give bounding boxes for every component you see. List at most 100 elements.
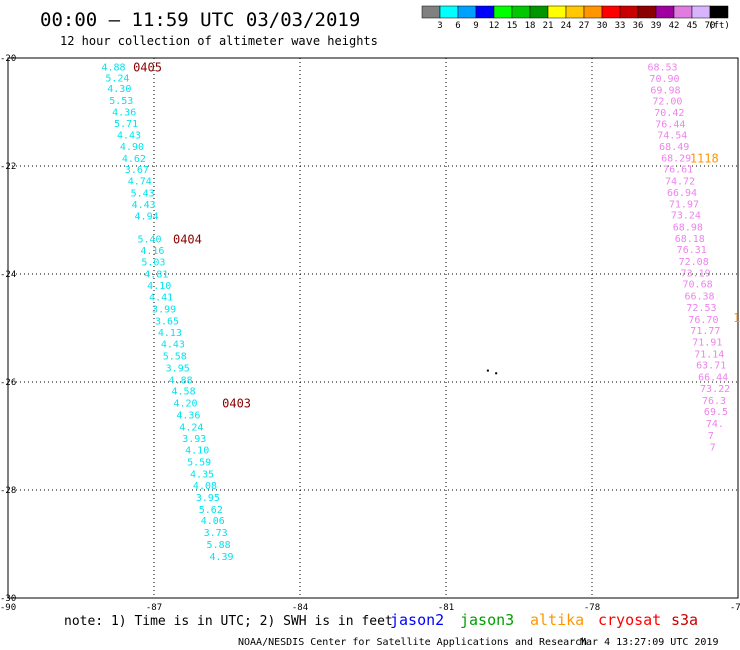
wave-height-value: 71.91 bbox=[692, 338, 722, 349]
colorbar-swatch bbox=[475, 5, 495, 19]
wave-height-value: 4.81 bbox=[144, 269, 168, 280]
wave-height-value: 71.77 bbox=[690, 326, 720, 337]
colorbar-swatch bbox=[691, 5, 711, 19]
black-dot-mark bbox=[495, 372, 498, 375]
wave-height-value: 4.58 bbox=[172, 387, 196, 398]
track-0: 4.885.244.305.534.365.714.434.904.623.67… bbox=[101, 63, 233, 563]
altimeter-tracks: 4.885.244.305.534.365.714.434.904.623.67… bbox=[101, 63, 730, 563]
colorbar-swatch bbox=[547, 5, 567, 19]
footer-timestamp: Mar 4 13:27:09 UTC 2019 bbox=[580, 637, 718, 648]
colorbar-label: 30 bbox=[597, 21, 608, 31]
track-1: 68.5370.9069.9872.0070.4276.4474.5468.49… bbox=[647, 63, 730, 454]
wave-height-value: 73.19 bbox=[681, 268, 711, 279]
colorbar-label: 70 bbox=[705, 21, 716, 31]
y-tick-label: -24 bbox=[0, 270, 16, 280]
chart-title: 00:00 – 11:59 UTC 03/03/2019 bbox=[40, 9, 360, 31]
x-tick-label: -84 bbox=[292, 603, 308, 613]
wave-height-value: 76.70 bbox=[688, 315, 718, 326]
satellite-legend: jason2 jason3 altika cryosat s3a bbox=[390, 611, 698, 629]
wave-height-value: 5.58 bbox=[163, 352, 187, 363]
plot-frame bbox=[7, 57, 739, 599]
wave-height-value: 4.36 bbox=[112, 107, 136, 118]
wave-height-value: 5.24 bbox=[105, 73, 129, 84]
wave-height-value: 71.97 bbox=[669, 199, 699, 210]
wave-height-value: 4.62 bbox=[122, 154, 146, 165]
wave-height-value: 70.42 bbox=[654, 108, 684, 119]
wave-height-value: 68.18 bbox=[675, 234, 705, 245]
y-tick-label: -30 bbox=[0, 594, 16, 604]
wave-height-value: 74. bbox=[706, 419, 724, 430]
wave-height-value: 68.53 bbox=[647, 63, 677, 74]
wave-height-value: 66.94 bbox=[667, 188, 697, 199]
colorbar-label: 27 bbox=[579, 21, 590, 31]
wave-height-value: 4.20 bbox=[173, 399, 197, 410]
x-tick-label: -87 bbox=[146, 603, 162, 613]
wave-height-value: 5.59 bbox=[187, 457, 211, 468]
x-tick-label: -75 bbox=[730, 603, 740, 613]
satellite-legend-s3a: s3a bbox=[671, 611, 698, 629]
time-label: 0403 bbox=[222, 397, 251, 411]
wave-height-value: 4.35 bbox=[190, 469, 214, 480]
colorbar-label: 36 bbox=[633, 21, 644, 31]
land-marks bbox=[486, 369, 498, 375]
wave-height-value: 73.22 bbox=[700, 384, 730, 395]
wave-height-value: 66.44 bbox=[698, 373, 728, 384]
x-tick-label: -90 bbox=[0, 603, 16, 613]
colorbar-swatch bbox=[601, 5, 621, 19]
satellite-legend-cryosat: cryosat bbox=[598, 611, 661, 629]
wave-height-value: 5.53 bbox=[109, 96, 133, 107]
wave-height-value: 73.24 bbox=[671, 211, 701, 222]
colorbar-swatch bbox=[493, 5, 513, 19]
wave-height-value: 4.88 bbox=[101, 63, 125, 74]
x-tick-label: -78 bbox=[584, 603, 600, 613]
wave-height-value: 69.5 bbox=[704, 407, 728, 418]
colorbar-label: 33 bbox=[615, 21, 626, 31]
wave-height-value: 76.61 bbox=[663, 165, 693, 176]
colorbar-label: 24 bbox=[561, 21, 572, 31]
track-time-labels: 0405 0404 0403 1118 1 bbox=[133, 61, 740, 411]
wave-height-value: 4.39 bbox=[209, 552, 233, 563]
colorbar-label: 6 bbox=[455, 21, 460, 31]
colorbar-swatch bbox=[421, 5, 441, 19]
wave-height-value: 4.13 bbox=[158, 328, 182, 339]
wave-height-value: 70.68 bbox=[683, 280, 713, 291]
wave-height-value: 74.72 bbox=[665, 177, 695, 188]
wave-height-value: 4.94 bbox=[135, 212, 159, 223]
colorbar-swatch bbox=[673, 5, 693, 19]
colorbar-label: 45 bbox=[687, 21, 698, 31]
wave-height-value: 74.54 bbox=[657, 131, 687, 142]
wave-height-value: 5.88 bbox=[207, 540, 231, 551]
wave-height-value: 4.74 bbox=[128, 177, 152, 188]
colorbar-unit: (ft) bbox=[708, 21, 730, 31]
colorbar-label: 39 bbox=[651, 21, 662, 31]
wave-height-value: 4.36 bbox=[176, 410, 200, 421]
footer-credit: NOAA/NESDIS Center for Satellite Applica… bbox=[238, 637, 587, 648]
wave-height-value: 7 bbox=[708, 431, 714, 442]
wave-height-value: 72.53 bbox=[686, 303, 716, 314]
wave-height-value: 68.29 bbox=[661, 153, 691, 164]
wave-height-value: 5.40 bbox=[137, 234, 161, 245]
wave-height-value: 3.65 bbox=[155, 316, 179, 327]
colorbar-label: 3 bbox=[437, 21, 442, 31]
satellite-legend-jason2: jason2 bbox=[390, 611, 444, 629]
colorbar-swatch bbox=[619, 5, 639, 19]
x-tick-label: -81 bbox=[438, 603, 454, 613]
wave-height-value: 4.16 bbox=[140, 246, 164, 257]
colorbar-swatch bbox=[457, 5, 477, 19]
wave-height-value: 68.98 bbox=[673, 222, 703, 233]
wave-height-value: 3.73 bbox=[204, 528, 228, 539]
wave-height-colorbar: 3 6 9 12 15 18 21 24 27 30 33 36 39 42 45 70(ft) bbox=[421, 5, 730, 31]
colorbar-swatch bbox=[709, 5, 729, 19]
wave-height-value: 68.49 bbox=[659, 142, 689, 153]
colorbar-swatch bbox=[583, 5, 603, 19]
wave-height-value: 4.24 bbox=[179, 422, 203, 433]
wave-height-value: 69.98 bbox=[650, 85, 680, 96]
colorbar-swatch bbox=[529, 5, 549, 19]
wave-height-value: 66.38 bbox=[684, 292, 714, 303]
colorbar-label: 18 bbox=[525, 21, 536, 31]
wave-height-value: 70.90 bbox=[649, 74, 679, 85]
y-tick-label: -28 bbox=[0, 486, 16, 496]
wave-height-value: 72.00 bbox=[652, 97, 682, 108]
colorbar-swatch bbox=[439, 5, 459, 19]
colorbar-label: 12 bbox=[489, 21, 500, 31]
